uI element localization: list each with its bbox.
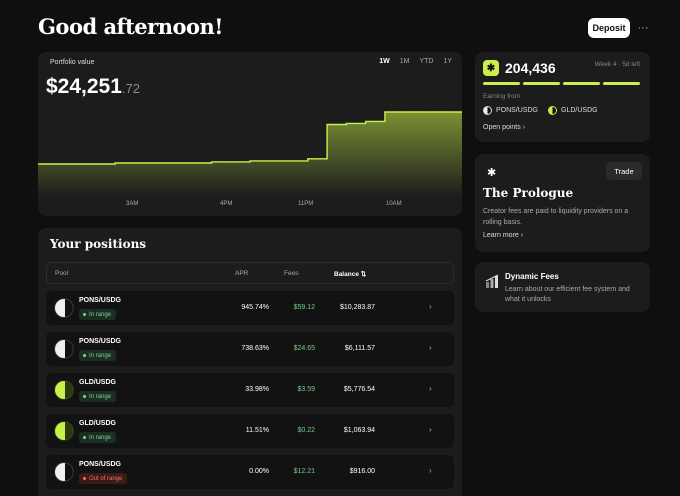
apr-value: 11.51% [245,427,269,434]
progress-segment [603,82,640,85]
status-badge: Out of range [79,473,128,484]
dynamic-fees-title: Dynamic Fees [505,272,559,281]
greeting-title: Good afternoon! [38,14,223,39]
status-dot [83,395,86,398]
pons-token-icon [54,462,74,482]
status-badge: In range [79,309,117,320]
chevron-right-icon[interactable]: › [429,343,432,352]
range-ytd[interactable]: YTD [419,58,434,65]
earning-sources: PONS/USDG GLD/USDG [483,106,598,115]
x-tick-4pm: 4PM [220,201,233,207]
pair-name: PONS/USDG [79,297,122,304]
apr-value: 33.98% [245,386,269,393]
fees-value: $12.21 [293,468,315,475]
fees-value: $24.65 [293,345,315,352]
week-info: Week 4 · 5d left [594,61,640,68]
pons-token-icon [54,298,74,318]
balance-value: $1,063.94 [343,427,375,434]
positions-card: Your positions Pool APR Fees Balance ⇅ P… [38,228,462,496]
x-tick-10am: 10AM [386,201,402,207]
balance-value: $10,283.87 [339,304,375,311]
column-balance-sort[interactable]: Balance ⇅ [334,271,367,278]
earning-label: Earning from [483,93,521,100]
points-card: ✱ 204,436 Week 4 · 5d left Earning from … [475,52,650,142]
bar-chart-icon [485,274,499,288]
fees-value: $59.12 [293,304,315,311]
chevron-right-icon[interactable]: › [429,302,432,311]
apr-value: 0.00% [249,468,269,475]
position-row[interactable]: GLD/USDG In range 11.51% $0.22 $1,063.94… [46,414,454,448]
pair-name: PONS/USDG [79,338,122,345]
week-progress [483,82,640,85]
x-tick-11pm: 11PM [298,201,314,207]
chart-line [38,111,462,165]
range-1y[interactable]: 1Y [443,58,452,65]
position-row[interactable]: PONS/USDG In range 738.63% $24.65 $6,111… [46,332,454,366]
progress-segment [563,82,600,85]
apr-value: 945.74% [241,304,269,311]
portfolio-card: Portfolio value $24,251.72 1W 1M YTD 1Y … [38,52,462,216]
status-dot [83,354,86,357]
dynamic-fees-description: Learn about our efficient fee system and… [505,286,630,303]
deposit-button[interactable]: Deposit [588,18,630,38]
status-badge: In range [79,432,117,443]
chevron-right-icon[interactable]: › [429,466,432,475]
balance-value: $6,111.57 [344,345,375,352]
position-row[interactable]: PONS/USDG Out of range 0.00% $12.21 $916… [46,455,454,489]
points-value: 204,436 [505,60,556,76]
position-row[interactable]: GLD/USDG In range 33.98% $3.59 $5,776.54… [46,373,454,407]
prologue-description: Creator fees are paid to liquidity provi… [483,208,629,226]
column-fees: Fees [284,270,299,277]
positions-table-header: Pool APR Fees Balance ⇅ [46,262,454,284]
portfolio-value-main: $24,251 [46,75,122,98]
range-selector: 1W 1M YTD 1Y [379,58,452,65]
position-row[interactable]: PONS/USDG In range 945.74% $59.12 $10,28… [46,291,454,325]
status-dot [83,477,86,480]
balance-value: $916.00 [349,468,375,475]
column-apr: APR [235,270,249,277]
open-points-link[interactable]: Open points › [483,124,526,131]
range-1w[interactable]: 1W [379,58,390,65]
prologue-title: The Prologue [483,186,574,200]
fees-value: $3.59 [297,386,315,393]
trade-button[interactable]: Trade [606,162,642,180]
status-badge: In range [79,391,117,402]
status-dot [83,436,86,439]
status-badge: In range [79,350,117,361]
gld-token-icon [54,421,74,441]
chart-area [38,112,462,197]
more-menu-icon[interactable]: ··· [637,22,649,34]
pair-name: GLD/USDG [79,379,116,386]
status-dot [83,313,86,316]
pons-token-icon [483,106,492,115]
column-pool: Pool [55,270,69,277]
balance-value: $5,776.54 [343,386,375,393]
prologue-card: ✱ Trade The Prologue Creator fees are pa… [475,154,650,252]
sparkle-icon: ✱ [483,60,499,76]
gld-token-icon [54,380,74,400]
x-tick-3am: 3AM [126,201,139,207]
progress-segment [523,82,560,85]
learn-more-link[interactable]: Learn more › [483,232,524,239]
pair-name: PONS/USDG [79,461,122,468]
chevron-right-icon[interactable]: › [429,425,432,434]
earning-source-gld: GLD/USDG [548,106,598,115]
dynamic-fees-card[interactable]: Dynamic Fees Learn about our efficient f… [475,262,650,312]
asterisk-icon: ✱ [487,167,497,179]
portfolio-value-cents: .72 [121,81,140,96]
pair-name: GLD/USDG [79,420,116,427]
portfolio-label: Portfolio value [50,59,95,66]
pons-token-icon [54,339,74,359]
gld-token-icon [548,106,558,115]
earning-source-pons: PONS/USDG [483,106,538,115]
apr-value: 738.63% [241,345,269,352]
portfolio-chart [38,105,462,197]
range-1m[interactable]: 1M [399,58,410,65]
fees-value: $0.22 [297,427,315,434]
progress-segment [483,82,520,85]
positions-title: Your positions [50,237,147,251]
chevron-right-icon[interactable]: › [429,384,432,393]
portfolio-value: $24,251.72 [46,75,140,99]
